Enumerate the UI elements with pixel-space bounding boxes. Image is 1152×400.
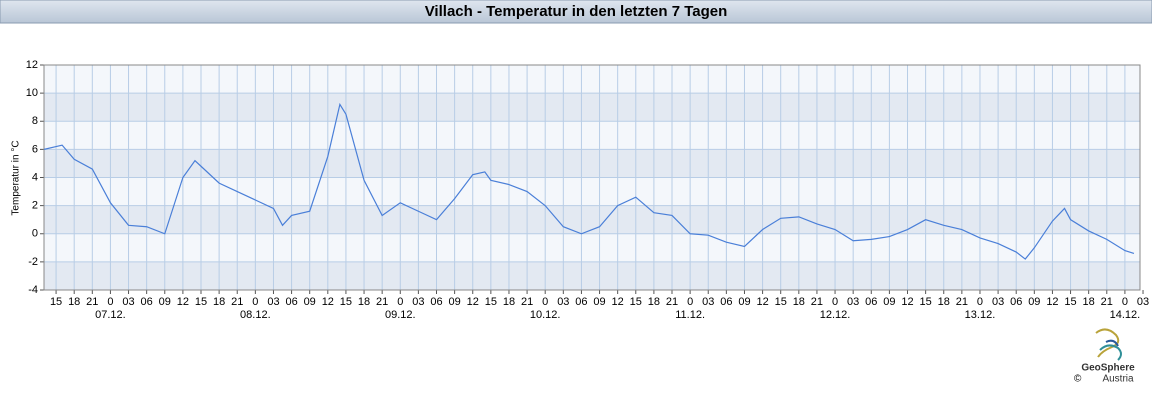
x-tick-label: 06 bbox=[575, 296, 587, 308]
temperature-line bbox=[43, 102, 1135, 260]
y-tick-label: 12 bbox=[26, 59, 38, 71]
x-tick-label: 21 bbox=[521, 296, 533, 308]
x-tick-label: 21 bbox=[231, 296, 243, 308]
x-tick-label: 18 bbox=[68, 296, 80, 308]
title-bar bbox=[0, 0, 1152, 24]
x-tick-label: 15 bbox=[630, 296, 642, 308]
chart-title: Villach - Temperatur in den letzten 7 Ta… bbox=[425, 3, 728, 20]
x-tick-label: 12 bbox=[1046, 296, 1058, 308]
x-tick-label: 09 bbox=[883, 296, 895, 308]
y-tick-label: 6 bbox=[32, 143, 38, 155]
x-tick-label: 09 bbox=[738, 296, 750, 308]
x-date-label: 12.12. bbox=[820, 309, 851, 321]
y-tick-label: -2 bbox=[28, 256, 38, 268]
x-tick-label: 06 bbox=[141, 296, 153, 308]
x-tick-label: 0 bbox=[832, 296, 838, 308]
x-tick-label: 18 bbox=[1083, 296, 1095, 308]
x-tick-label: 09 bbox=[159, 296, 171, 308]
x-date-label: 11.12. bbox=[675, 309, 705, 321]
plot: 15 18 21 0 03 06 09 12 15 18 21 0 03 06 09 12 15 18 21 0 03 0… bbox=[26, 59, 1149, 321]
x-tick-label: 12 bbox=[612, 296, 624, 308]
x-tick-label: 0 bbox=[542, 296, 548, 308]
plot-frame bbox=[43, 64, 1141, 291]
x-tick-label: 18 bbox=[503, 296, 515, 308]
band bbox=[44, 93, 1140, 122]
x-tick-label: 15 bbox=[775, 296, 787, 308]
x-tick-label: 03 bbox=[557, 296, 569, 308]
x-tick-label: 18 bbox=[793, 296, 805, 308]
x-tick-label: 18 bbox=[938, 296, 950, 308]
x-tick-label: 12 bbox=[177, 296, 189, 308]
x-tick-label: 09 bbox=[1028, 296, 1040, 308]
x-tick-label: 03 bbox=[992, 296, 1004, 308]
x-tick-label: 09 bbox=[304, 296, 316, 308]
x-tick-label: 15 bbox=[340, 296, 352, 308]
x-tick-label: 06 bbox=[865, 296, 877, 308]
x-tick-label: 09 bbox=[593, 296, 605, 308]
x-date-label: 07.12. bbox=[95, 309, 126, 321]
x-tick-label: 06 bbox=[720, 296, 732, 308]
band bbox=[44, 261, 1140, 290]
y-axis-label: Temperatur in °C bbox=[11, 140, 22, 215]
x-tick-label: 03 bbox=[847, 296, 859, 308]
x-tick-label: 03 bbox=[1137, 296, 1149, 308]
x-tick-label: 0 bbox=[1122, 296, 1128, 308]
y-tick-label: 10 bbox=[26, 87, 38, 99]
x-tick-label: 15 bbox=[50, 296, 62, 308]
x-tick-label: 12 bbox=[322, 296, 334, 308]
x-tick-label: 21 bbox=[666, 296, 678, 308]
y-tick-label: 4 bbox=[32, 171, 38, 183]
x-tick-label: 21 bbox=[811, 296, 823, 308]
x-tick-label: 0 bbox=[977, 296, 983, 308]
x-tick-label: 15 bbox=[485, 296, 497, 308]
logo bbox=[1095, 328, 1122, 361]
x-tick-label: 18 bbox=[358, 296, 370, 308]
x-tick-label: 12 bbox=[756, 296, 768, 308]
y-tick-label: 8 bbox=[32, 115, 38, 127]
x-date-label: 14.12. bbox=[1110, 309, 1141, 321]
x-tick-label: 12 bbox=[467, 296, 479, 308]
copyright: © bbox=[1074, 374, 1082, 385]
logo-name: GeoSphere bbox=[1081, 363, 1135, 374]
x-date-label: 10.12. bbox=[530, 309, 561, 321]
x-tick-label: 18 bbox=[648, 296, 660, 308]
x-tick-label: 0 bbox=[252, 296, 258, 308]
x-tick-label: 03 bbox=[412, 296, 424, 308]
x-tick-label: 15 bbox=[1064, 296, 1076, 308]
x-date-label: 09.12. bbox=[385, 309, 416, 321]
x-tick-label: 18 bbox=[213, 296, 225, 308]
x-tick-label: 12 bbox=[901, 296, 913, 308]
x-tick-label: 03 bbox=[267, 296, 279, 308]
y-tick-label: -4 bbox=[28, 284, 38, 296]
x-tick-label: 0 bbox=[397, 296, 403, 308]
x-date-label: 13.12. bbox=[965, 309, 996, 321]
x-tick-label: 03 bbox=[122, 296, 134, 308]
band bbox=[44, 149, 1140, 178]
x-tick-label: 03 bbox=[702, 296, 714, 308]
y-tick-label: 0 bbox=[32, 228, 38, 240]
x-tick-label: 15 bbox=[920, 296, 932, 308]
x-tick-label: 06 bbox=[285, 296, 297, 308]
x-date-label: 08.12. bbox=[240, 309, 271, 321]
x-tick-label: 06 bbox=[1010, 296, 1022, 308]
x-tick-label: 21 bbox=[376, 296, 388, 308]
x-tick-label: 0 bbox=[107, 296, 113, 308]
logo-sub: Austria bbox=[1102, 374, 1134, 385]
x-tick-label: 06 bbox=[430, 296, 442, 308]
x-tick-label: 21 bbox=[1101, 296, 1113, 308]
x-tick-label: 21 bbox=[86, 296, 98, 308]
x-tick-label: 21 bbox=[956, 296, 968, 308]
y-tick-label: 2 bbox=[32, 200, 38, 212]
x-tick-label: 15 bbox=[195, 296, 207, 308]
x-tick-label: 0 bbox=[687, 296, 693, 308]
x-tick-label: 09 bbox=[448, 296, 460, 308]
